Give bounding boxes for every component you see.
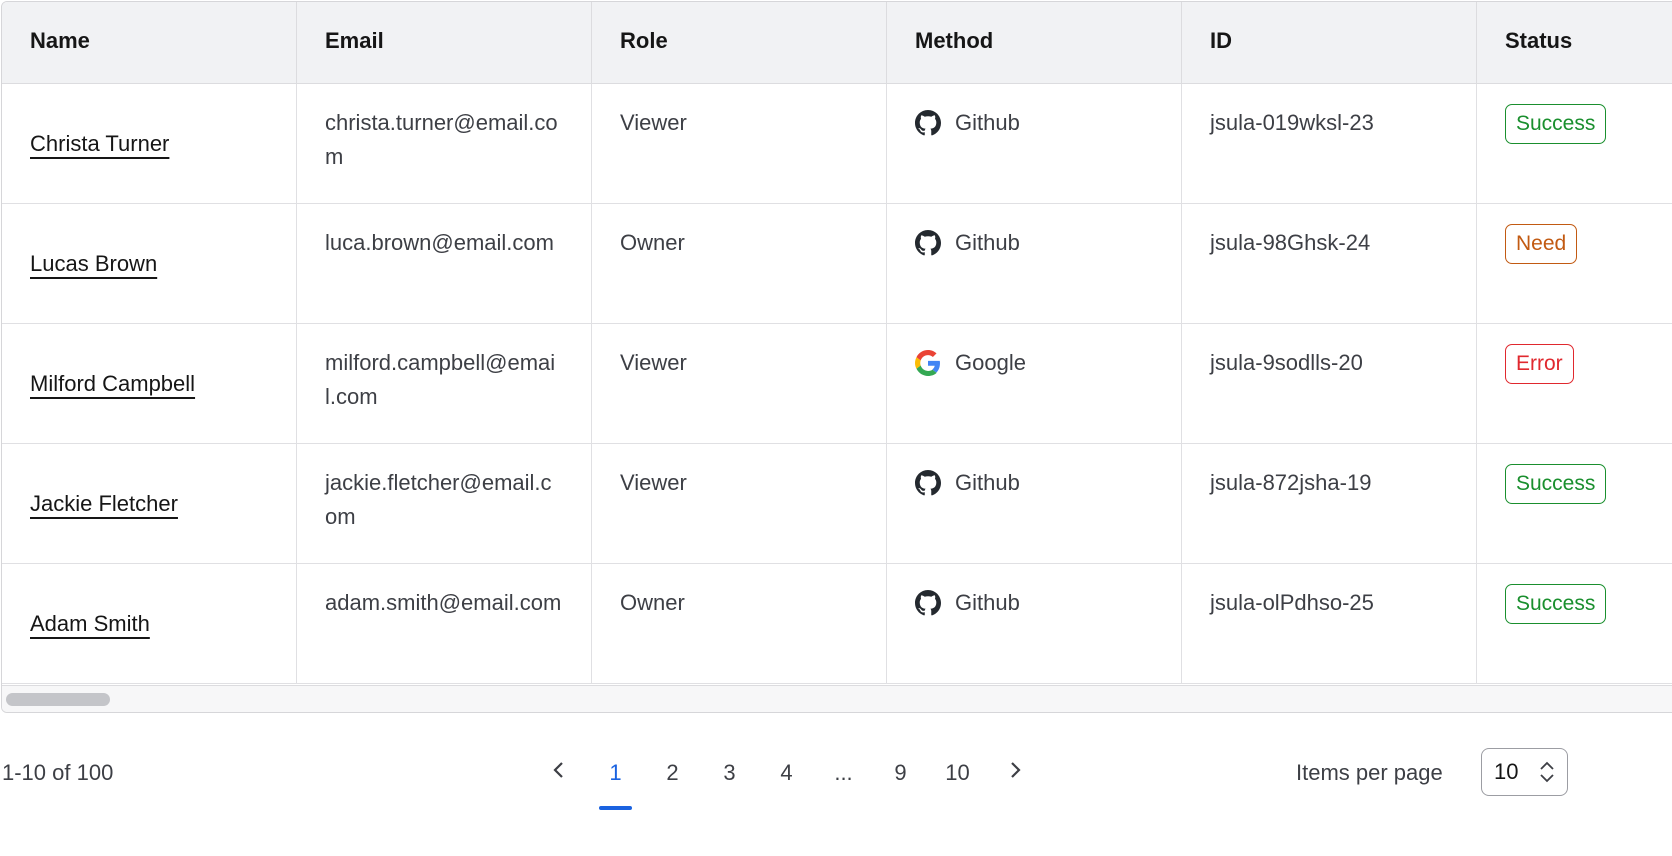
table-row: Jackie Fletcher jackie.fletcher@email.co… <box>2 444 1672 564</box>
user-name-link[interactable]: Milford Campbell <box>30 370 196 396</box>
name-cell: Jackie Fletcher <box>2 444 297 563</box>
email-cell: adam.smith@email.com <box>297 564 592 683</box>
role-cell: Viewer <box>592 324 887 443</box>
status-badge: Success <box>1505 104 1607 144</box>
pagination: 1 2 3 4... 9 10 <box>530 750 1043 810</box>
table-row: Adam Smith adam.smith@email.com Owner Gi… <box>2 564 1672 684</box>
status-cell: Need <box>1477 204 1672 323</box>
users-table: Name Email Role Method ID Status Christa Turn… <box>1 1 1672 713</box>
page-button[interactable]: 3 <box>723 760 736 785</box>
role-cell: Viewer <box>592 444 887 563</box>
id-cell: jsula-9sodlls-20 <box>1182 324 1477 443</box>
method-cell: Github <box>887 444 1182 563</box>
github-icon <box>915 470 941 496</box>
page-button[interactable]: 9 <box>894 760 907 785</box>
page-button[interactable]: 4 <box>780 760 793 785</box>
items-per-page-label: Items per page <box>1296 760 1443 785</box>
table-row: Milford Campbell milford.campbell@email.… <box>2 324 1672 444</box>
email-cell: jackie.fletcher@email.com <box>297 444 592 563</box>
method-label: Github <box>955 470 1020 495</box>
column-header-email[interactable]: Email <box>297 2 592 83</box>
github-icon <box>915 110 941 136</box>
google-icon <box>915 350 940 376</box>
method-cell: Google <box>887 324 1182 443</box>
user-name-link[interactable]: Adam Smith <box>30 610 150 636</box>
method-cell: Github <box>887 204 1182 323</box>
next-page-button[interactable] <box>986 760 1043 786</box>
user-name-link[interactable]: Jackie Fletcher <box>30 490 178 516</box>
table-header: Name Email Role Method ID Status <box>2 2 1672 84</box>
method-cell: Github <box>887 84 1182 203</box>
table-row: Christa Turner christa.turner@email.com … <box>2 84 1672 204</box>
column-header-method[interactable]: Method <box>887 2 1182 83</box>
column-header-role[interactable]: Role <box>592 2 887 83</box>
role-cell: Owner <box>592 204 887 323</box>
chevron-up-down-icon <box>1540 761 1554 783</box>
method-label: Github <box>955 110 1020 135</box>
page-button[interactable]: 1 <box>587 760 644 810</box>
pagination-range: 1-10 of 100 <box>2 760 114 785</box>
method-cell: Github <box>887 564 1182 683</box>
user-name-link[interactable]: Christa Turner <box>30 130 170 156</box>
id-cell: jsula-019wksl-23 <box>1182 84 1477 203</box>
method-label: Github <box>955 230 1020 255</box>
items-per-page-value: 10 <box>1494 759 1519 784</box>
column-header-name[interactable]: Name <box>2 2 297 83</box>
role-cell: Owner <box>592 564 887 683</box>
method-label: Github <box>955 590 1020 615</box>
status-badge: Need <box>1505 224 1578 264</box>
column-header-status[interactable]: Status <box>1477 2 1672 83</box>
email-cell: milford.campbell@email.com <box>297 324 592 443</box>
status-cell: Success <box>1477 564 1672 683</box>
name-cell: Milford Campbell <box>2 324 297 443</box>
chevron-right-icon <box>1010 762 1021 778</box>
status-cell: Error <box>1477 324 1672 443</box>
name-cell: Lucas Brown <box>2 204 297 323</box>
items-per-page-select[interactable]: 10 <box>1481 748 1568 796</box>
status-badge: Success <box>1505 584 1607 624</box>
status-badge: Error <box>1505 344 1574 384</box>
email-cell: christa.turner@email.com <box>297 84 592 203</box>
status-badge: Success <box>1505 464 1607 504</box>
user-name-link[interactable]: Lucas Brown <box>30 250 158 276</box>
page-button[interactable]: 2 <box>666 760 679 785</box>
id-cell: jsula-98Ghsk-24 <box>1182 204 1477 323</box>
status-cell: Success <box>1477 444 1672 563</box>
horizontal-scrollbar[interactable] <box>2 685 1672 712</box>
id-cell: jsula-olPdhso-25 <box>1182 564 1477 683</box>
page-button[interactable]: 10 <box>945 760 970 785</box>
id-cell: jsula-872jsha-19 <box>1182 444 1477 563</box>
scrollbar-thumb[interactable] <box>6 693 110 706</box>
page-button: ... <box>834 760 853 785</box>
pagination-bar: 1-10 of 100 1 2 3 4... 9 10 Items per page 10 <box>0 748 1672 810</box>
role-cell: Viewer <box>592 84 887 203</box>
method-label: Google <box>955 350 1026 375</box>
email-cell: luca.brown@email.com <box>297 204 592 323</box>
github-icon <box>915 230 941 256</box>
chevron-left-icon <box>552 762 563 778</box>
name-cell: Christa Turner <box>2 84 297 203</box>
prev-page-button[interactable] <box>530 760 587 786</box>
name-cell: Adam Smith <box>2 564 297 683</box>
table-row: Lucas Brown luca.brown@email.com Owner G… <box>2 204 1672 324</box>
status-cell: Success <box>1477 84 1672 203</box>
github-icon <box>915 590 941 616</box>
column-header-id[interactable]: ID <box>1182 2 1477 83</box>
